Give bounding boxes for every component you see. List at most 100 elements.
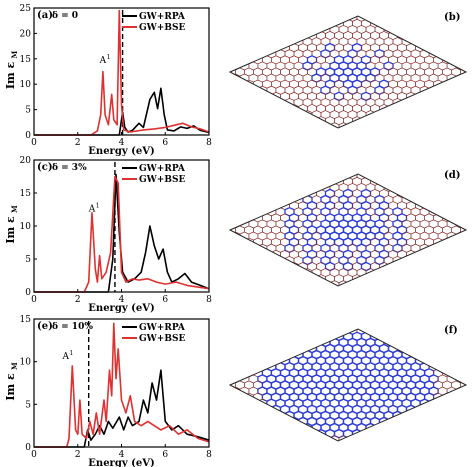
lattice-hexagon [388, 331, 398, 341]
y-tick-label: 0 [25, 131, 31, 141]
lattice-hexagon [401, 25, 412, 34]
lattice-hexagon [208, 275, 217, 283]
lattice-hexagon [244, 274, 254, 284]
lattice-hexagon [266, 280, 277, 286]
lattice-hexagon [230, 392, 236, 402]
lattice-hexagon [235, 189, 245, 198]
lattice-hexagon [208, 344, 217, 352]
lattice-hexagon [217, 214, 226, 222]
lattice-hexagon [442, 116, 452, 126]
lattice-hexagon [289, 116, 299, 126]
lattice-hexagon [208, 31, 217, 39]
lattice-hexagon [199, 44, 208, 52]
lattice-hexagon [284, 122, 295, 128]
lattice-hexagon [383, 268, 394, 277]
lattice-hexagon [451, 104, 461, 113]
lattice-hexagon [204, 338, 213, 346]
lattice-hexagon [275, 423, 286, 432]
lattice-hexagon [347, 122, 358, 128]
lattice-hexagon [442, 429, 452, 439]
lattice-hexagon [195, 338, 204, 346]
lattice-hexagon [230, 338, 241, 347]
lattice-hexagon [280, 116, 290, 126]
lattice-hexagon [230, 423, 241, 432]
lattice-hexagon [433, 429, 443, 439]
lattice-hexagon [208, 92, 217, 100]
lattice-hexagon [239, 350, 250, 359]
lattice-hexagon [289, 176, 299, 186]
lattice-hexagon [235, 356, 245, 366]
lattice-hexagon [213, 98, 222, 106]
x-tick-label: 0 [31, 450, 37, 460]
lattice-hexagon [230, 213, 236, 223]
lattice-hexagon [379, 274, 389, 284]
x-tick-label: 8 [206, 450, 212, 460]
lattice-hexagon [428, 183, 439, 192]
lattice-hexagon [320, 16, 331, 22]
lattice-hexagon [311, 435, 322, 441]
lattice-hexagon [365, 329, 376, 335]
lattice-hexagon [271, 262, 281, 271]
lattice-hexagon [199, 369, 208, 377]
lattice-hexagon [338, 174, 349, 180]
lattice-hexagon [230, 195, 232, 204]
lattice-hexagon [289, 429, 299, 439]
lattice-hexagon [271, 189, 281, 198]
lattice-hexagon [239, 174, 250, 180]
lattice-hexagon [217, 393, 226, 401]
lattice-hexagon [199, 417, 208, 425]
lattice-hexagon [213, 375, 222, 383]
dopant-hexagon [360, 428, 372, 439]
lattice-hexagon [419, 98, 430, 107]
series-line-gw-rpa [34, 173, 210, 293]
lattice-hexagon [451, 91, 461, 101]
lattice-hexagon [204, 25, 213, 33]
lattice-hexagon [195, 269, 204, 277]
lattice-hexagon [181, 56, 190, 64]
lattice-hexagon [199, 92, 208, 100]
lattice-hexagon [397, 18, 407, 28]
lattice-hexagon [415, 189, 425, 198]
lattice-hexagon [455, 243, 466, 253]
lattice-hexagon [329, 174, 340, 180]
lattice-hexagon [239, 16, 250, 22]
lattice-hexagon [244, 429, 254, 439]
lattice-hexagon [437, 37, 448, 46]
lattice-hexagon [248, 183, 259, 192]
hex-lattice [195, 174, 466, 286]
lattice-hexagon [195, 62, 204, 70]
lattice-hexagon [470, 31, 474, 39]
lattice-hexagon [208, 177, 217, 185]
lattice-hexagon [213, 50, 222, 58]
lattice-hexagon [230, 398, 241, 408]
lattice-hexagon [379, 262, 389, 271]
lattice-hexagon [451, 189, 461, 198]
lattice-hexagon [213, 38, 222, 46]
lattice-hexagon [213, 220, 222, 228]
lattice-hexagon [230, 417, 236, 426]
lattice-hexagon [266, 25, 277, 34]
lattice-hexagon [302, 174, 313, 180]
lattice-hexagon [437, 398, 448, 408]
lattice-hexagon [262, 331, 272, 341]
lattice-hexagon [428, 16, 439, 22]
lattice-hexagon [186, 338, 195, 346]
lattice-hexagon [442, 43, 452, 53]
lattice-hexagon [230, 49, 241, 59]
lattice-hexagon [186, 326, 195, 334]
lattice-hexagon [257, 435, 268, 441]
lattice-hexagon [356, 122, 367, 128]
lattice-hexagon [455, 49, 466, 59]
lattice-hexagon [424, 331, 434, 341]
lattice-hexagon [470, 393, 474, 401]
lattice-hexagon [451, 356, 461, 366]
lattice-hexagon [248, 16, 259, 22]
lattice-hexagon [419, 174, 430, 180]
lattice-hexagon [244, 176, 254, 186]
lattice-hexagon [419, 423, 430, 432]
lattice-hexagon [460, 368, 466, 378]
plot-frame [33, 318, 210, 448]
lattice-hexagon [455, 207, 466, 217]
lattice-hexagon [266, 338, 277, 347]
lattice-hexagon [230, 274, 236, 284]
